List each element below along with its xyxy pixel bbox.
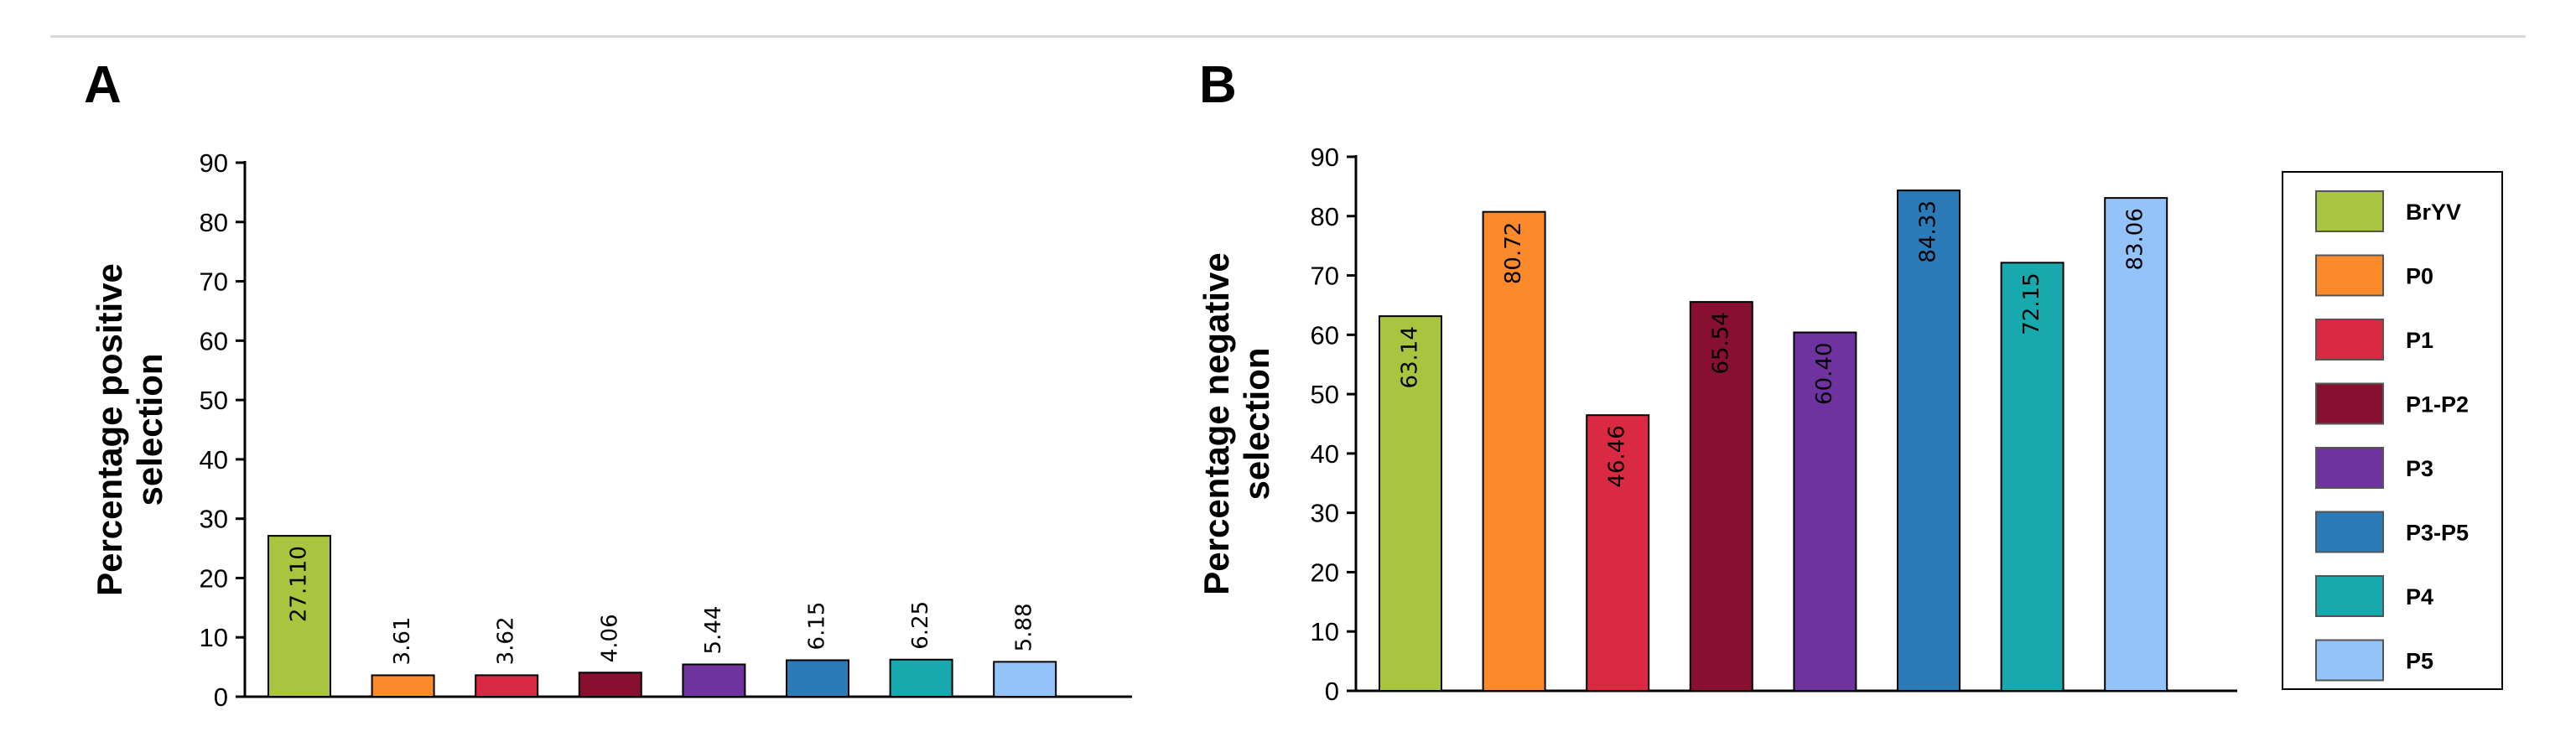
panel-a-y-axis-title-line: selection (130, 353, 169, 506)
panel-a-letter: A (84, 56, 122, 114)
legend-label-p1: P1 (2406, 328, 2433, 353)
legend-swatch-p3 (2315, 447, 2384, 489)
panel-a-y-tick-label: 90 (200, 148, 228, 178)
panel-b-bar-label-p3: 60.40 (1812, 343, 1837, 405)
legend-label-bryv: BrYV (2406, 200, 2461, 225)
panel-b-y-tick-label: 80 (1311, 202, 1339, 231)
legend-swatch-p4 (2315, 575, 2384, 617)
panel-a-bar-label-p3: 5.44 (701, 606, 726, 655)
panel-b-bar-p3-p5 (1897, 189, 1961, 693)
panel-a-bar-label-p4: 6.25 (908, 601, 933, 650)
panel-b-bar-p3 (1793, 331, 1857, 692)
panel-a-y-tick-label: 80 (200, 208, 228, 237)
legend-label-p3-p5: P3-P5 (2406, 521, 2469, 546)
panel-a-y-tick-label: 70 (200, 267, 228, 297)
panel-a-bar-p3 (682, 663, 746, 698)
legend-swatch-p5 (2315, 639, 2384, 682)
panel-a-y-tick-label: 10 (200, 623, 228, 652)
legend-swatch-bryv (2315, 190, 2384, 232)
legend-label-p4: P4 (2406, 584, 2433, 610)
legend: BrYV P0 P1 P1-P2 P3 P3-P5 P4 P5 (2282, 171, 2503, 690)
panel-b-y-tick-label: 0 (1325, 677, 1339, 706)
panel-b-y-tick-label: 50 (1311, 380, 1339, 409)
panel-b-bar-label-p3-p5: 84.33 (1916, 200, 1941, 262)
panel-b-y-axis-title-line: selection (1237, 347, 1276, 500)
legend-label-p5: P5 (2406, 649, 2433, 674)
panel-a-y-tick-label: 20 (200, 563, 228, 593)
legend-label-p3: P3 (2406, 456, 2433, 481)
panel-b-letter: B (1199, 56, 1237, 114)
legend-swatch-p1-p2 (2315, 382, 2384, 425)
panel-b-y-tick-label: 70 (1311, 262, 1339, 291)
panel-b-bar-label-p0: 80.72 (1501, 222, 1526, 284)
panel-b-y-tick-label: 10 (1311, 617, 1339, 646)
panel-a-y-tick-label: 0 (214, 682, 228, 712)
panel-a-bar-label-p3-p5: 6.15 (805, 602, 830, 651)
panel-a-bar-p5 (993, 661, 1057, 698)
panel-a-y-tick-label: 30 (200, 505, 228, 534)
panel-a-bar-p1 (475, 674, 539, 698)
panel-a-chart: A 0 10 20 30 40 50 60 70 80 90 Percentage positives… (84, 56, 1132, 712)
panel-b-bar-p0 (1482, 210, 1546, 693)
legend-label-p1-p2: P1-P2 (2406, 392, 2469, 418)
panel-a-bar-label-p1: 3.62 (494, 616, 519, 665)
panel-a-bar-p0 (371, 674, 435, 698)
panel-b-y-tick-label: 20 (1311, 558, 1339, 587)
panel-b-bar-label-bryv: 63.14 (1398, 326, 1423, 388)
panel-b-y-tick-label: 30 (1311, 499, 1339, 528)
legend-label-p0: P0 (2406, 264, 2433, 289)
panel-a-bar-label-p5: 5.88 (1012, 603, 1037, 651)
panel-a-y-axis-title: Percentage positiveselection (90, 263, 169, 596)
panel-a-y-axis-title-line: Percentage positive (90, 263, 129, 596)
top-divider (50, 35, 2526, 38)
panel-b-bar-label-p4: 72.15 (2019, 272, 2044, 335)
panel-b-bar-label-p1-p2: 65.54 (1708, 312, 1733, 374)
panel-b-bar-p1-p2 (1689, 301, 1753, 692)
panel-a-y-tick-label: 40 (200, 445, 228, 475)
panel-b-bar-p4 (2000, 262, 2064, 692)
panel-b-bar-label-p5: 83.06 (2123, 208, 2148, 270)
panel-b-bar-p5 (2104, 197, 2168, 693)
panel-b-y-axis-title-line: Percentage negative (1197, 252, 1236, 595)
panel-b-bar-label-p1: 46.46 (1605, 425, 1630, 487)
legend-swatch-p1 (2315, 319, 2384, 361)
panel-a-y-tick-label: 60 (200, 326, 228, 355)
panel-b-y-tick-label: 90 (1311, 143, 1339, 172)
panel-b-y-tick-label: 40 (1311, 439, 1339, 469)
legend-swatch-p3-p5 (2315, 511, 2384, 553)
panel-b-y-axis-title: Percentage negativeselection (1197, 252, 1276, 595)
panel-b-chart: B 0 10 20 30 40 50 60 70 80 90 Percentage negatives… (1197, 56, 2237, 706)
panel-a-bar-p4 (889, 658, 953, 698)
panel-a-bar-p1-p2 (578, 672, 642, 698)
panel-a-bar-bryv (267, 535, 331, 698)
panel-a-bar-p3-p5 (786, 659, 849, 698)
panel-a-bar-label-p0: 3.61 (390, 617, 415, 666)
panel-a-bar-label-bryv: 27.110 (287, 546, 312, 622)
legend-swatch-p0 (2315, 254, 2384, 297)
panel-b-y-tick-label: 60 (1311, 320, 1339, 350)
panel-b-bar-p1 (1586, 414, 1650, 692)
panel-b-bar-bryv (1379, 315, 1442, 692)
panel-a-bar-label-p1-p2: 4.06 (597, 614, 622, 662)
panel-a-y-tick-label: 50 (200, 386, 228, 415)
